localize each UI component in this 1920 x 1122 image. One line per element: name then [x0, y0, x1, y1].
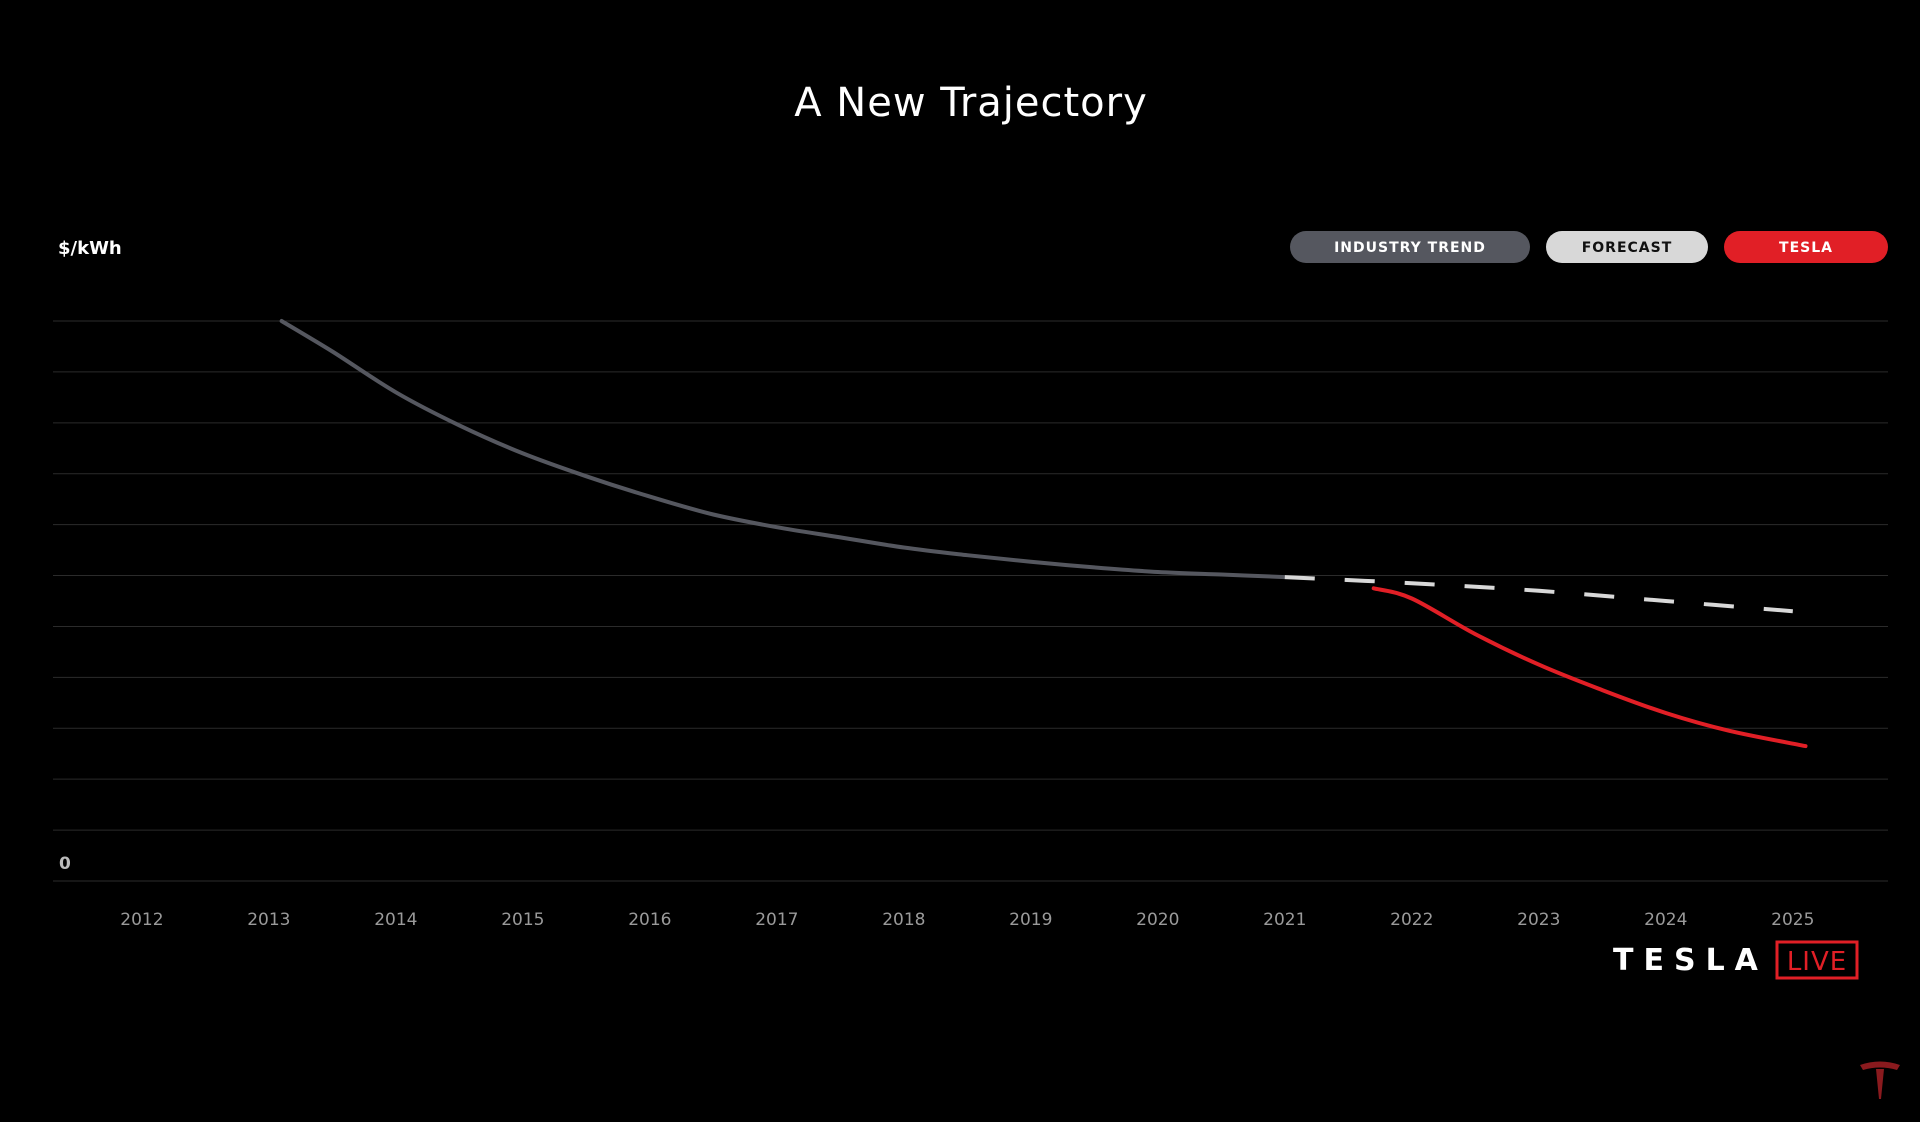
- y-axis-unit-label: $/kWh: [58, 238, 122, 259]
- live-badge-border: [1775, 940, 1859, 980]
- x-tick-label: 2017: [755, 910, 798, 930]
- legend-label: FORECAST: [1582, 240, 1673, 256]
- legend-pill-tesla: [1724, 231, 1888, 263]
- x-tick-label: 2012: [120, 910, 163, 930]
- x-tick-label: 2021: [1263, 910, 1306, 930]
- y-tick-labels: 0: [59, 854, 71, 874]
- x-tick-label: 2025: [1771, 910, 1814, 930]
- x-tick-label: 2015: [501, 910, 544, 930]
- series-line-forecast: [1284, 575, 1793, 614]
- x-tick-label: 2013: [247, 910, 290, 930]
- series-lines: [279, 319, 1808, 749]
- tesla-live-branding: TESLA LIVE: [1613, 940, 1859, 980]
- x-tick-labels: 2012 2013 2014 2015 2016 2017 2018 2019 2020 2021…: [120, 910, 1814, 930]
- series-line-industry-trend: [279, 319, 1287, 580]
- x-tick-label: 2024: [1644, 910, 1687, 930]
- x-tick-label: 2022: [1390, 910, 1433, 930]
- tesla-wordmark: TESLA: [1613, 943, 1768, 978]
- y-tick-label: 0: [59, 854, 71, 874]
- live-badge-text: LIVE: [1787, 947, 1847, 977]
- x-tick-label: 2018: [882, 910, 925, 930]
- x-tick-label: 2014: [374, 910, 417, 930]
- legend-pill-forecast: [1546, 231, 1708, 263]
- x-tick-label: 2023: [1517, 910, 1560, 930]
- tesla-t-logo-icon: [1860, 1061, 1900, 1099]
- x-tick-label: 2016: [628, 910, 671, 930]
- legend-pill-industry-trend: [1290, 231, 1530, 263]
- gridlines: [53, 320, 1888, 882]
- legend-label: TESLA: [1779, 240, 1833, 256]
- legend: INDUSTRY TREND FORECAST TESLA: [1290, 231, 1888, 263]
- series-line-tesla: [1371, 586, 1808, 749]
- chart-title: A New Trajectory: [794, 80, 1148, 126]
- legend-label: INDUSTRY TREND: [1334, 240, 1486, 256]
- x-tick-label: 2020: [1136, 910, 1179, 930]
- x-tick-label: 2019: [1009, 910, 1052, 930]
